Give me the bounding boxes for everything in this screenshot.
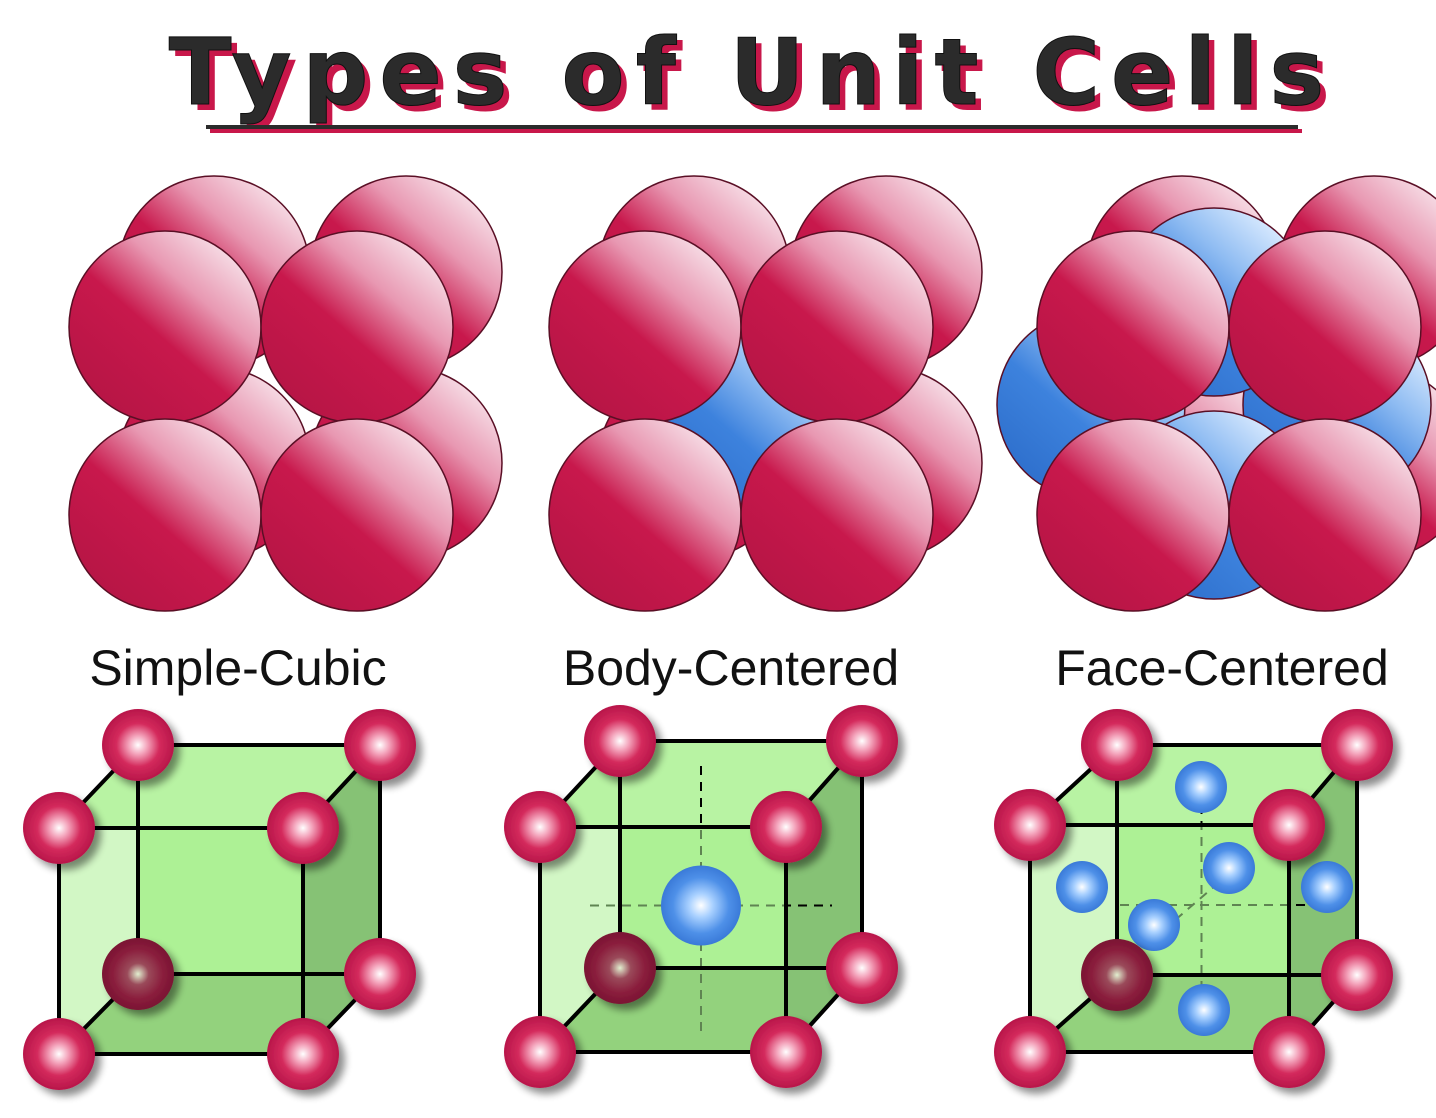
front-atom [740,418,934,612]
corner-atom [23,1018,95,1090]
body-centered-packing [548,175,983,612]
page-title: Types of Unit Cells [169,19,1336,126]
front-atom [1228,418,1422,612]
corner-atom [750,791,822,863]
cube-front-face [538,825,788,1054]
face-centered-packing [996,175,1436,612]
face-center-atom [1056,861,1108,913]
front-atom [1036,418,1230,612]
simple-cubic-lattice [23,709,416,1090]
label-simple-cubic: Simple-Cubic [89,640,386,696]
face-center-atom [1203,842,1255,894]
corner-atom [267,1018,339,1090]
corner-atom [1253,1016,1325,1088]
front-atom [260,230,454,424]
corner-atom [344,709,416,781]
corner-atom [504,791,576,863]
corner-atom-hidden [1081,939,1153,1011]
face-center-atom [1301,861,1353,913]
corner-atom [344,938,416,1010]
corner-atom [584,705,656,777]
front-atom [548,230,742,424]
front-atom [548,418,742,612]
face-center-atom [1175,761,1227,813]
corner-atom [1321,709,1393,781]
label-body-centered: Body-Centered [563,640,899,696]
corner-atom [994,1016,1066,1088]
body-centered-lattice [504,705,898,1088]
corner-atom [267,792,339,864]
corner-atom [826,932,898,1004]
corner-atom [1253,789,1325,861]
corner-atom [750,1016,822,1088]
corner-atom-hidden [102,938,174,1010]
title-group: Types of Unit Cells Types of Unit Cells [168,19,1342,133]
face-center-atom [1178,984,1230,1036]
label-face-centered: Face-Centered [1055,640,1389,696]
corner-atom [102,709,174,781]
corner-atom [1081,709,1153,781]
corner-atom [1321,939,1393,1011]
front-atom [68,230,262,424]
front-atom [68,418,262,612]
face-centered-lattice [994,709,1393,1088]
corner-atom-hidden [584,932,656,1004]
center-atom [661,865,741,946]
corner-atom [826,705,898,777]
simple-cubic-packing [68,175,503,612]
corner-atom [23,792,95,864]
front-atom [1228,230,1422,424]
corner-atom [994,789,1066,861]
front-atom [740,230,934,424]
title-shadow: Types of Unit Cells [175,25,1342,132]
front-atom [260,418,454,612]
face-center-atom [1128,899,1180,951]
corner-atom [504,1016,576,1088]
cube-front-face [57,826,305,1056]
front-atom [1036,230,1230,424]
